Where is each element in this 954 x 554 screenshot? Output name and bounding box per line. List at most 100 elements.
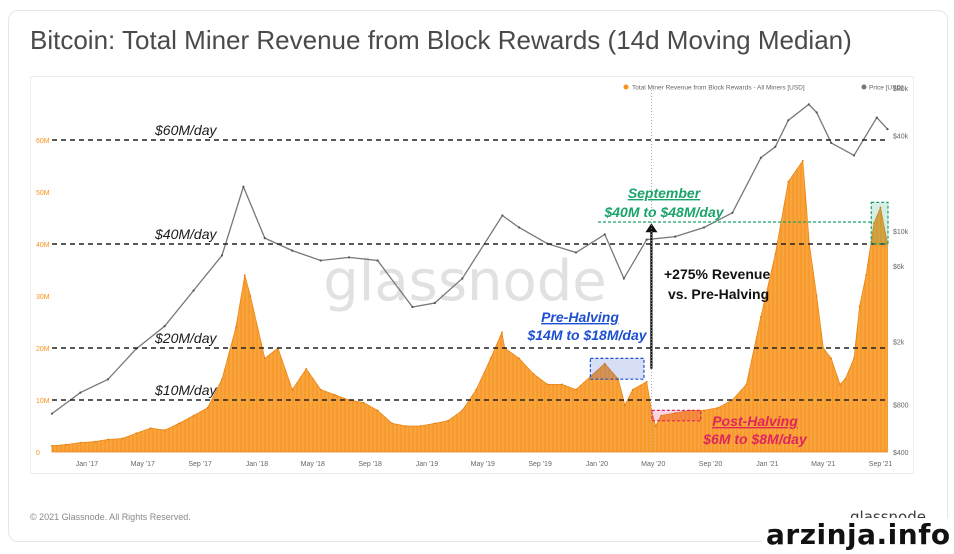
post-halving-range: $6M to $8M/day — [702, 431, 808, 447]
x-tick-label: May '18 — [301, 461, 325, 468]
revenue-point — [865, 274, 867, 277]
revenue-point — [873, 222, 875, 225]
legend-revenue-swatch — [623, 84, 629, 90]
y-left-tick-label: 30M — [36, 294, 50, 301]
price-point — [433, 301, 436, 305]
revenue-point — [546, 383, 549, 386]
revenue-point — [305, 367, 308, 370]
x-tick-label: Jan '18 — [246, 461, 268, 468]
y-left-tick-label: 40M — [36, 242, 50, 249]
revenue-point — [433, 422, 436, 425]
legend-price-label: Price [USD] — [869, 85, 903, 92]
reference-line-label: $60M/day — [154, 122, 217, 138]
x-tick-label: Sep '21 — [869, 461, 893, 468]
y-right-tick-label: $40k — [893, 134, 909, 141]
revenue-point — [561, 383, 563, 386]
price-point — [79, 391, 82, 394]
revenue-point — [532, 373, 535, 375]
x-tick-label: Jan '19 — [416, 461, 438, 468]
revenue-point — [631, 388, 634, 391]
revenue-point — [660, 414, 663, 417]
price-point — [106, 378, 109, 381]
x-tick-label: Jan '20 — [586, 461, 608, 468]
revenue-point — [518, 357, 520, 360]
revenue-point — [787, 180, 790, 183]
revenue-point — [107, 438, 109, 441]
x-tick-label: May '17 — [131, 461, 155, 468]
revenue-point — [405, 425, 407, 427]
price-point — [852, 154, 856, 157]
revenue-point — [822, 347, 825, 349]
september-range: $40M to $48M/day — [603, 204, 724, 220]
revenue-point — [839, 383, 841, 386]
revenue-point — [760, 315, 762, 318]
price-point — [220, 254, 224, 257]
revenue-point — [291, 388, 294, 391]
revenue-point — [650, 409, 653, 412]
revenue-point — [149, 427, 152, 429]
revenue-point — [333, 393, 336, 396]
price-point — [645, 238, 648, 241]
legend-revenue-label: Total Miner Revenue from Block Rewards -… — [632, 85, 805, 92]
revenue-point — [717, 406, 719, 409]
price-point — [886, 128, 889, 131]
revenue-point — [830, 357, 833, 360]
pre-halving-range: $14M to $18M/day — [526, 327, 647, 343]
revenue-point — [135, 432, 138, 435]
revenue-point — [461, 409, 464, 412]
annotation-box — [870, 201, 889, 245]
y-left-tick-label: 50M — [36, 190, 50, 197]
price-point — [319, 259, 322, 262]
legend-price-swatch — [861, 84, 867, 90]
x-tick-label: May '19 — [471, 461, 495, 468]
x-tick-label: Sep '18 — [358, 461, 382, 468]
revenue-point — [235, 326, 237, 329]
increase-label-line1: +275% Revenue — [664, 266, 770, 282]
revenue-point — [163, 429, 166, 432]
x-tick-label: May '20 — [641, 461, 665, 468]
price-point — [163, 325, 166, 328]
revenue-point — [674, 412, 677, 414]
revenue-point — [121, 437, 124, 440]
y-right-tick-label: $6k — [893, 264, 905, 271]
price-point — [50, 412, 54, 415]
revenue-point — [654, 425, 657, 427]
price-point — [518, 226, 521, 229]
revenue-point — [703, 409, 705, 412]
price-point — [461, 277, 464, 280]
chart-title: Bitcoin: Total Miner Revenue from Block … — [30, 25, 852, 55]
price-point — [263, 237, 266, 240]
revenue-point — [501, 331, 503, 334]
revenue-point — [249, 295, 252, 297]
price-point — [815, 111, 818, 114]
revenue-point — [178, 422, 181, 425]
x-tick-label: Sep '20 — [699, 461, 723, 468]
price-point — [291, 249, 294, 252]
revenue-point — [858, 305, 861, 308]
plot-area-frame — [30, 76, 914, 474]
september-title: September — [628, 185, 702, 201]
revenue-point — [391, 422, 393, 425]
price-point — [242, 185, 245, 188]
revenue-point — [362, 401, 365, 404]
revenue-point — [447, 419, 449, 422]
y-right-tick-label: $800 — [893, 402, 909, 409]
site-watermark: arzinja.info — [762, 518, 954, 551]
pre-halving-title: Pre-Halving — [541, 309, 619, 325]
y-left-tick-label: 60M — [36, 138, 50, 145]
x-tick-label: Jan '21 — [756, 461, 778, 468]
revenue-area-series — [51, 159, 888, 453]
revenue-point — [79, 441, 82, 444]
revenue-point — [51, 444, 53, 447]
price-point — [622, 277, 626, 280]
y-left-tick-label: 10M — [36, 398, 50, 405]
revenue-point — [221, 378, 223, 381]
price-point — [348, 256, 351, 259]
revenue-point — [475, 388, 478, 391]
revenue-point — [603, 362, 606, 365]
revenue-point — [192, 414, 195, 417]
y-left-tick-label: 0 — [36, 450, 40, 457]
revenue-point — [93, 440, 96, 443]
price-point — [192, 289, 195, 292]
